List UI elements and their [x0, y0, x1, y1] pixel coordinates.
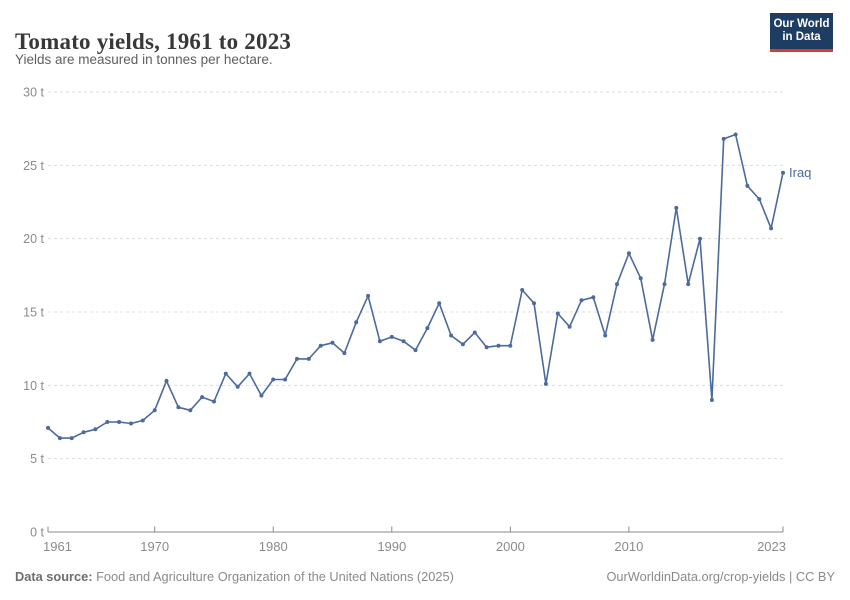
data-point[interactable]: [330, 340, 335, 345]
data-point[interactable]: [555, 311, 560, 316]
owid-logo[interactable]: Our World in Data: [770, 13, 833, 52]
data-point[interactable]: [425, 326, 430, 331]
data-point[interactable]: [389, 334, 394, 339]
data-point[interactable]: [650, 337, 655, 342]
data-point[interactable]: [105, 420, 110, 424]
footer-link[interactable]: OurWorldinData.org/crop-yields: [606, 569, 786, 584]
data-point[interactable]: [686, 282, 691, 287]
series-label-iraq: Iraq: [789, 165, 811, 180]
data-point[interactable]: [496, 343, 501, 348]
data-point[interactable]: [437, 301, 442, 306]
y-axis-tick-label: 0 t: [30, 526, 44, 540]
data-source: Data source: Food and Agriculture Organi…: [15, 569, 454, 584]
data-point[interactable]: [223, 371, 228, 376]
data-point[interactable]: [579, 298, 584, 303]
owid-logo-text-line1: Our World: [773, 18, 830, 30]
data-point[interactable]: [721, 136, 726, 141]
data-point[interactable]: [781, 170, 785, 175]
data-point[interactable]: [235, 384, 240, 389]
data-point[interactable]: [472, 330, 477, 335]
data-point[interactable]: [449, 333, 454, 338]
data-point[interactable]: [709, 398, 714, 402]
data-point[interactable]: [306, 356, 311, 361]
data-point[interactable]: [342, 351, 347, 356]
data-point[interactable]: [508, 343, 513, 348]
footer-license: CC BY: [795, 569, 835, 584]
x-axis-tick-label: 1961: [43, 539, 72, 554]
chart-title: Tomato yields, 1961 to 2023: [15, 29, 292, 55]
data-point[interactable]: [638, 276, 643, 281]
data-point[interactable]: [81, 430, 86, 435]
y-axis-tick-label: 5 t: [30, 452, 44, 466]
data-point[interactable]: [366, 293, 371, 298]
data-point[interactable]: [460, 342, 465, 347]
chart-footer: Data source: Food and Agriculture Organi…: [15, 569, 835, 584]
data-point[interactable]: [164, 378, 169, 383]
data-point[interactable]: [152, 408, 157, 413]
data-point[interactable]: [413, 348, 418, 353]
data-source-label: Data source:: [15, 569, 93, 584]
data-point[interactable]: [176, 405, 181, 410]
data-point[interactable]: [757, 197, 762, 202]
data-point[interactable]: [591, 295, 596, 300]
data-point[interactable]: [129, 421, 133, 426]
data-point[interactable]: [212, 399, 216, 404]
data-point[interactable]: [733, 132, 738, 137]
owid-logo-text-line2: in Data: [782, 31, 821, 43]
yield-line[interactable]: [47, 133, 784, 439]
x-axis-tick-label: 1970: [140, 539, 169, 554]
data-point[interactable]: [283, 377, 288, 382]
y-axis-tick-label: 20 t: [23, 232, 44, 246]
x-axis-tick-label: 1990: [377, 539, 406, 554]
data-point[interactable]: [520, 288, 525, 292]
footer-separator: |: [785, 569, 796, 584]
chart-subtitle: Yields are measured in tonnes per hectar…: [15, 52, 273, 67]
data-point[interactable]: [46, 425, 50, 430]
data-point[interactable]: [698, 236, 702, 241]
data-point[interactable]: [769, 226, 774, 231]
data-point[interactable]: [543, 381, 548, 386]
x-axis-tick-label: 1980: [259, 539, 288, 554]
data-point[interactable]: [745, 183, 750, 188]
data-point[interactable]: [377, 339, 382, 344]
data-point[interactable]: [484, 345, 489, 350]
x-axis-tick-label: 2000: [496, 539, 525, 554]
y-axis-tick-label: 15 t: [23, 306, 44, 320]
data-point[interactable]: [259, 393, 264, 398]
data-point[interactable]: [603, 333, 608, 338]
y-axis-tick-label: 25 t: [23, 159, 44, 173]
data-point[interactable]: [247, 371, 252, 376]
x-axis-tick-label: 2010: [614, 539, 643, 554]
data-point[interactable]: [57, 436, 62, 441]
data-point[interactable]: [69, 436, 74, 441]
data-point[interactable]: [200, 395, 205, 400]
data-point[interactable]: [354, 320, 359, 325]
data-point[interactable]: [188, 408, 193, 413]
y-axis-tick-label: 10 t: [23, 379, 44, 393]
data-point[interactable]: [615, 282, 619, 287]
data-point[interactable]: [318, 343, 323, 348]
data-point[interactable]: [401, 339, 406, 344]
data-point[interactable]: [117, 420, 122, 424]
y-axis-tick-label: 30 t: [23, 86, 44, 100]
data-point[interactable]: [271, 377, 276, 382]
data-point[interactable]: [532, 301, 536, 306]
data-point[interactable]: [140, 418, 145, 423]
data-point[interactable]: [626, 251, 631, 256]
data-point[interactable]: [567, 324, 572, 329]
x-axis-tick-label: 2023: [757, 539, 786, 554]
data-source-text: Food and Agriculture Organization of the…: [92, 569, 454, 584]
data-point[interactable]: [295, 356, 299, 361]
data-point[interactable]: [93, 427, 98, 432]
data-point[interactable]: [662, 282, 667, 287]
footer-right: OurWorldinData.org/crop-yields | CC BY: [606, 569, 835, 584]
data-point[interactable]: [674, 205, 679, 210]
